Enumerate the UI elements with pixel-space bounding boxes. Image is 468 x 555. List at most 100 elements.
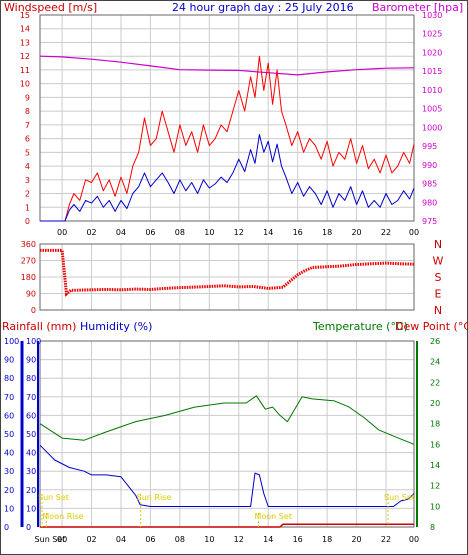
climate-x-tick-label: 08 — [175, 535, 185, 544]
direction-tick-label: 270 — [21, 257, 36, 266]
barometer-tick-label: 1020 — [422, 48, 442, 57]
humidity-tick-label: 50 — [26, 430, 36, 439]
direction-compass-label: S — [435, 271, 442, 284]
wind-x-tick-label: 02 — [86, 228, 96, 237]
direction-compass-label: N — [434, 304, 442, 317]
windspeed-tick-label: 9 — [25, 93, 30, 102]
humidity-series — [39, 444, 415, 507]
windspeed-tick-label: 13 — [20, 38, 30, 47]
rainfall-tick-label: 60 — [4, 411, 14, 420]
windspeed-tick-label: 4 — [25, 162, 30, 171]
humidity-tick-label: 0 — [26, 523, 31, 532]
wind-average-series — [40, 134, 415, 222]
humidity-tick-label: 10 — [26, 504, 36, 513]
event-label: Sun Rise — [137, 493, 172, 502]
temperature-tick-label: 22 — [430, 378, 440, 387]
event-label: Moon Rise — [42, 512, 83, 521]
windspeed-tick-label: 6 — [25, 135, 30, 144]
wind-x-tick-label: 14 — [263, 228, 273, 237]
windspeed-tick-label: 12 — [20, 52, 30, 61]
humidity-axis-title: Humidity (%) — [80, 320, 152, 333]
rainfall-tick-label: 0 — [4, 523, 9, 532]
barometer-tick-label: 1005 — [422, 105, 442, 114]
barometer-tick-label: 1010 — [422, 86, 442, 95]
direction-compass-label: E — [435, 288, 442, 301]
event-label: Moon Set — [254, 512, 291, 521]
rainfall-tick-label: 80 — [4, 374, 14, 383]
climate-x-tick-label: 12 — [234, 535, 244, 544]
wind-barometer-panel: 0123456789101112131415975980985990995100… — [20, 11, 443, 237]
temperature-tick-label: 26 — [430, 337, 440, 346]
humidity-tick-label: 20 — [26, 486, 36, 495]
direction-tick-label: 180 — [21, 273, 36, 282]
climate-x-tick-label: 14 — [263, 535, 273, 544]
windspeed-tick-label: 5 — [25, 148, 30, 157]
climate-x-tick-label: 02 — [86, 535, 96, 544]
temperature-tick-label: 12 — [430, 482, 440, 491]
barometer-tick-label: 980 — [422, 198, 437, 207]
climate-x-tick-label: 18 — [322, 535, 332, 544]
barometer-tick-label: 1015 — [422, 67, 442, 76]
wind-x-tick-label: 08 — [175, 228, 185, 237]
direction-frame — [39, 243, 415, 311]
temperature-tick-label: 20 — [430, 399, 440, 408]
windspeed-axis-title: Windspeed [m/s] — [4, 1, 97, 14]
climate-x-tick-label: 22 — [381, 535, 391, 544]
dewpoint-axis-title: Dew Point (°C) — [395, 320, 468, 333]
chart-title: 24 hour graph day : 25 July 2016 — [172, 1, 354, 14]
temperature-series — [39, 395, 415, 445]
temperature-tick-label: 16 — [430, 440, 440, 449]
direction-tick-label: 90 — [26, 290, 36, 299]
wind-direction-series — [40, 248, 415, 297]
wind-x-tick-label: 04 — [116, 228, 126, 237]
direction-compass-label: N — [434, 238, 442, 251]
windspeed-tick-label: 14 — [20, 25, 30, 34]
barometer-axis-title: Barometer [hpa] — [372, 1, 463, 14]
wind-gust-series — [40, 55, 415, 222]
humidity-tick-label: 90 — [26, 356, 36, 365]
wind-x-tick-label: 06 — [145, 228, 155, 237]
climate-x-tick-label: 10 — [204, 535, 214, 544]
wind-x-tick-label: 00 — [409, 228, 419, 237]
barometer-tick-label: 975 — [422, 217, 437, 226]
wind-x-tick-label: 12 — [234, 228, 244, 237]
temperature-axis-title: Temperature (°C) — [312, 320, 408, 333]
temperature-tick-label: 8 — [430, 523, 435, 532]
rainfall-axis-title: Rainfall (mm) — [2, 320, 76, 333]
barometer-tick-label: 985 — [422, 180, 437, 189]
wind-frame — [39, 14, 415, 222]
windspeed-tick-label: 2 — [25, 190, 30, 199]
wind-x-tick-label: 16 — [293, 228, 303, 237]
direction-compass-label: W — [433, 255, 444, 268]
barometer-tick-label: 995 — [422, 142, 437, 151]
wind-x-tick-label: 22 — [381, 228, 391, 237]
windspeed-tick-label: 1 — [25, 203, 30, 212]
event-label: Sun Set — [38, 493, 69, 502]
windspeed-tick-label: 3 — [25, 176, 30, 185]
windspeed-tick-label: 11 — [20, 66, 30, 75]
climate-x-tick-label: 04 — [116, 535, 126, 544]
humidity-tick-label: 60 — [26, 411, 36, 420]
rainfall-tick-label: 20 — [4, 486, 14, 495]
windspeed-tick-label: 7 — [25, 121, 30, 130]
humidity-tick-label: 30 — [26, 467, 36, 476]
temperature-tick-label: 10 — [430, 502, 440, 511]
direction-tick-label: 360 — [21, 240, 36, 249]
temperature-tick-label: 18 — [430, 420, 440, 429]
humidity-tick-label: 40 — [26, 449, 36, 458]
rainfall-tick-label: 50 — [4, 430, 14, 439]
barometer-tick-label: 1025 — [422, 30, 442, 39]
temperature-tick-label: 14 — [430, 461, 440, 470]
climate-x-tick-label: 00 — [57, 535, 67, 544]
barometer-tick-label: 1030 — [422, 11, 442, 20]
humidity-tick-label: 70 — [26, 393, 36, 402]
humidity-tick-label: 100 — [26, 337, 41, 346]
rainfall-tick-label: 10 — [4, 504, 14, 513]
rainfall-tick-label: 100 — [4, 337, 19, 346]
windspeed-tick-label: 0 — [25, 217, 30, 226]
windspeed-tick-label: 10 — [20, 80, 30, 89]
barometer-series — [39, 55, 415, 76]
wind-x-tick-label: 10 — [204, 228, 214, 237]
